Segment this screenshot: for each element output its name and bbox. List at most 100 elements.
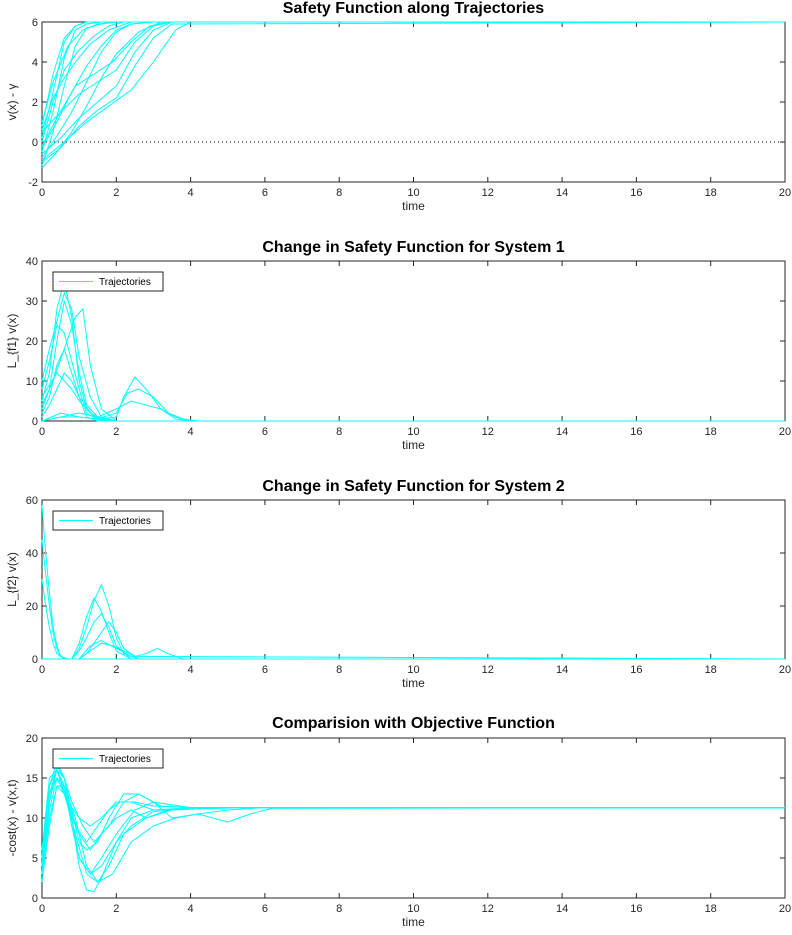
trajectory-line	[42, 639, 786, 660]
trajectory-line	[41, 21, 786, 163]
x-tick-label: 18	[705, 426, 717, 438]
trajectory-line	[41, 784, 786, 883]
x-tick-label: 6	[262, 903, 268, 915]
x-tick-label: 12	[482, 426, 494, 438]
chart-panel-2: Change in Safety Function for System 1 0 2…	[5, 239, 791, 452]
y-tick-label: -2	[28, 177, 38, 189]
chart-title: Change in Safety Function for System 1	[262, 239, 564, 256]
x-tick-label: 4	[188, 187, 194, 199]
trajectory-line	[41, 768, 785, 867]
x-tick-label: 10	[407, 426, 419, 438]
trajectory-line	[41, 21, 785, 149]
trajectory-line	[42, 596, 785, 660]
x-tick-label: 16	[630, 187, 642, 199]
legend-label: Trajectories	[99, 754, 151, 765]
x-axis-label: time	[402, 915, 425, 929]
y-tick-label: 20	[26, 336, 38, 348]
x-tick-label: 18	[705, 903, 717, 915]
x-tick-label: 10	[407, 187, 419, 199]
y-tick-label: 40	[26, 548, 38, 560]
x-tick-label: 6	[262, 426, 268, 438]
x-tick-label: 12	[482, 187, 494, 199]
x-axis-label: time	[402, 438, 425, 452]
y-tick-label: 10	[26, 813, 38, 825]
legend-label: Trajectories	[99, 277, 151, 288]
x-tick-label: 8	[336, 664, 342, 676]
x-tick-label: 16	[630, 664, 642, 676]
y-tick-label: 5	[32, 853, 38, 865]
legend-box	[52, 510, 164, 531]
x-tick-label: 18	[705, 187, 717, 199]
chart-title: Change in Safety Function for System 2	[262, 478, 564, 495]
x-tick-label: 4	[188, 903, 194, 915]
x-tick-label: 0	[39, 426, 45, 438]
x-tick-label: 20	[779, 426, 791, 438]
x-tick-label: 6	[262, 187, 268, 199]
x-tick-label: 2	[113, 187, 119, 199]
trajectory-line	[41, 764, 785, 893]
y-tick-label: 0	[32, 416, 38, 428]
trajectory-line	[41, 400, 785, 422]
y-axis-label: L_{f2} v(x)	[5, 552, 19, 607]
chart-title: Comparision with Objective Function	[272, 715, 555, 732]
chart-title: Safety Function along Trajectories	[283, 0, 544, 17]
x-tick-label: 16	[630, 426, 642, 438]
trajectory-line	[41, 21, 785, 155]
y-tick-label: 30	[26, 296, 38, 308]
x-axis-label: time	[402, 676, 425, 690]
x-tick-label: 10	[407, 664, 419, 676]
y-tick-label: 10	[26, 376, 38, 388]
y-tick-label: 0	[32, 137, 38, 149]
chart-panel-1: Safety Function along Trajectories 0 2 4 6 8 1…	[5, 0, 791, 213]
trajectory-line	[41, 21, 785, 147]
x-tick-label: 6	[262, 664, 268, 676]
y-tick-label: 4	[32, 57, 38, 69]
y-tick-label: 40	[26, 256, 38, 268]
chart-panel-4: Comparision with Objective Function 0 2 4 6 8…	[5, 715, 791, 929]
plot-area	[41, 21, 786, 183]
x-tick-label: 4	[188, 664, 194, 676]
legend: Trajectories	[52, 510, 164, 531]
legend-box	[52, 748, 164, 769]
x-tick-label: 12	[482, 664, 494, 676]
y-tick-label: 60	[26, 495, 38, 507]
x-tick-label: 8	[336, 426, 342, 438]
x-tick-label: 8	[336, 187, 342, 199]
x-tick-label: 2	[113, 903, 119, 915]
trajectory-line	[41, 21, 785, 161]
trajectory-line	[41, 291, 785, 422]
x-tick-label: 0	[39, 664, 45, 676]
legend-label: Trajectories	[99, 516, 151, 527]
x-tick-label: 0	[39, 903, 45, 915]
x-tick-label: 2	[113, 664, 119, 676]
trajectory-line	[41, 21, 785, 127]
legend: Trajectories	[52, 271, 164, 292]
legend: Trajectories	[52, 748, 164, 769]
plot-area	[41, 499, 786, 660]
x-tick-label: 16	[630, 903, 642, 915]
x-tick-label: 14	[556, 903, 568, 915]
x-tick-label: 18	[705, 664, 717, 676]
trajectory-line	[41, 785, 785, 883]
y-tick-label: 15	[26, 773, 38, 785]
x-tick-label: 14	[556, 187, 568, 199]
x-tick-label: 10	[407, 903, 419, 915]
x-tick-label: 14	[556, 426, 568, 438]
x-tick-label: 20	[779, 187, 791, 199]
x-tick-label: 14	[556, 664, 568, 676]
y-tick-label: 2	[32, 97, 38, 109]
y-tick-label: 0	[32, 893, 38, 905]
x-axis-label: time	[402, 199, 425, 213]
y-tick-label: 20	[26, 733, 38, 745]
y-axis-label: v(x) - γ	[5, 84, 19, 121]
x-tick-label: 8	[336, 903, 342, 915]
x-tick-label: 2	[113, 426, 119, 438]
x-tick-label: 4	[188, 426, 194, 438]
trajectory-line	[42, 642, 785, 660]
trajectory-line	[41, 21, 785, 133]
x-tick-label: 20	[779, 664, 791, 676]
trajectory-line	[41, 376, 785, 422]
y-tick-label: 6	[32, 17, 38, 29]
y-tick-label: 0	[32, 654, 38, 666]
